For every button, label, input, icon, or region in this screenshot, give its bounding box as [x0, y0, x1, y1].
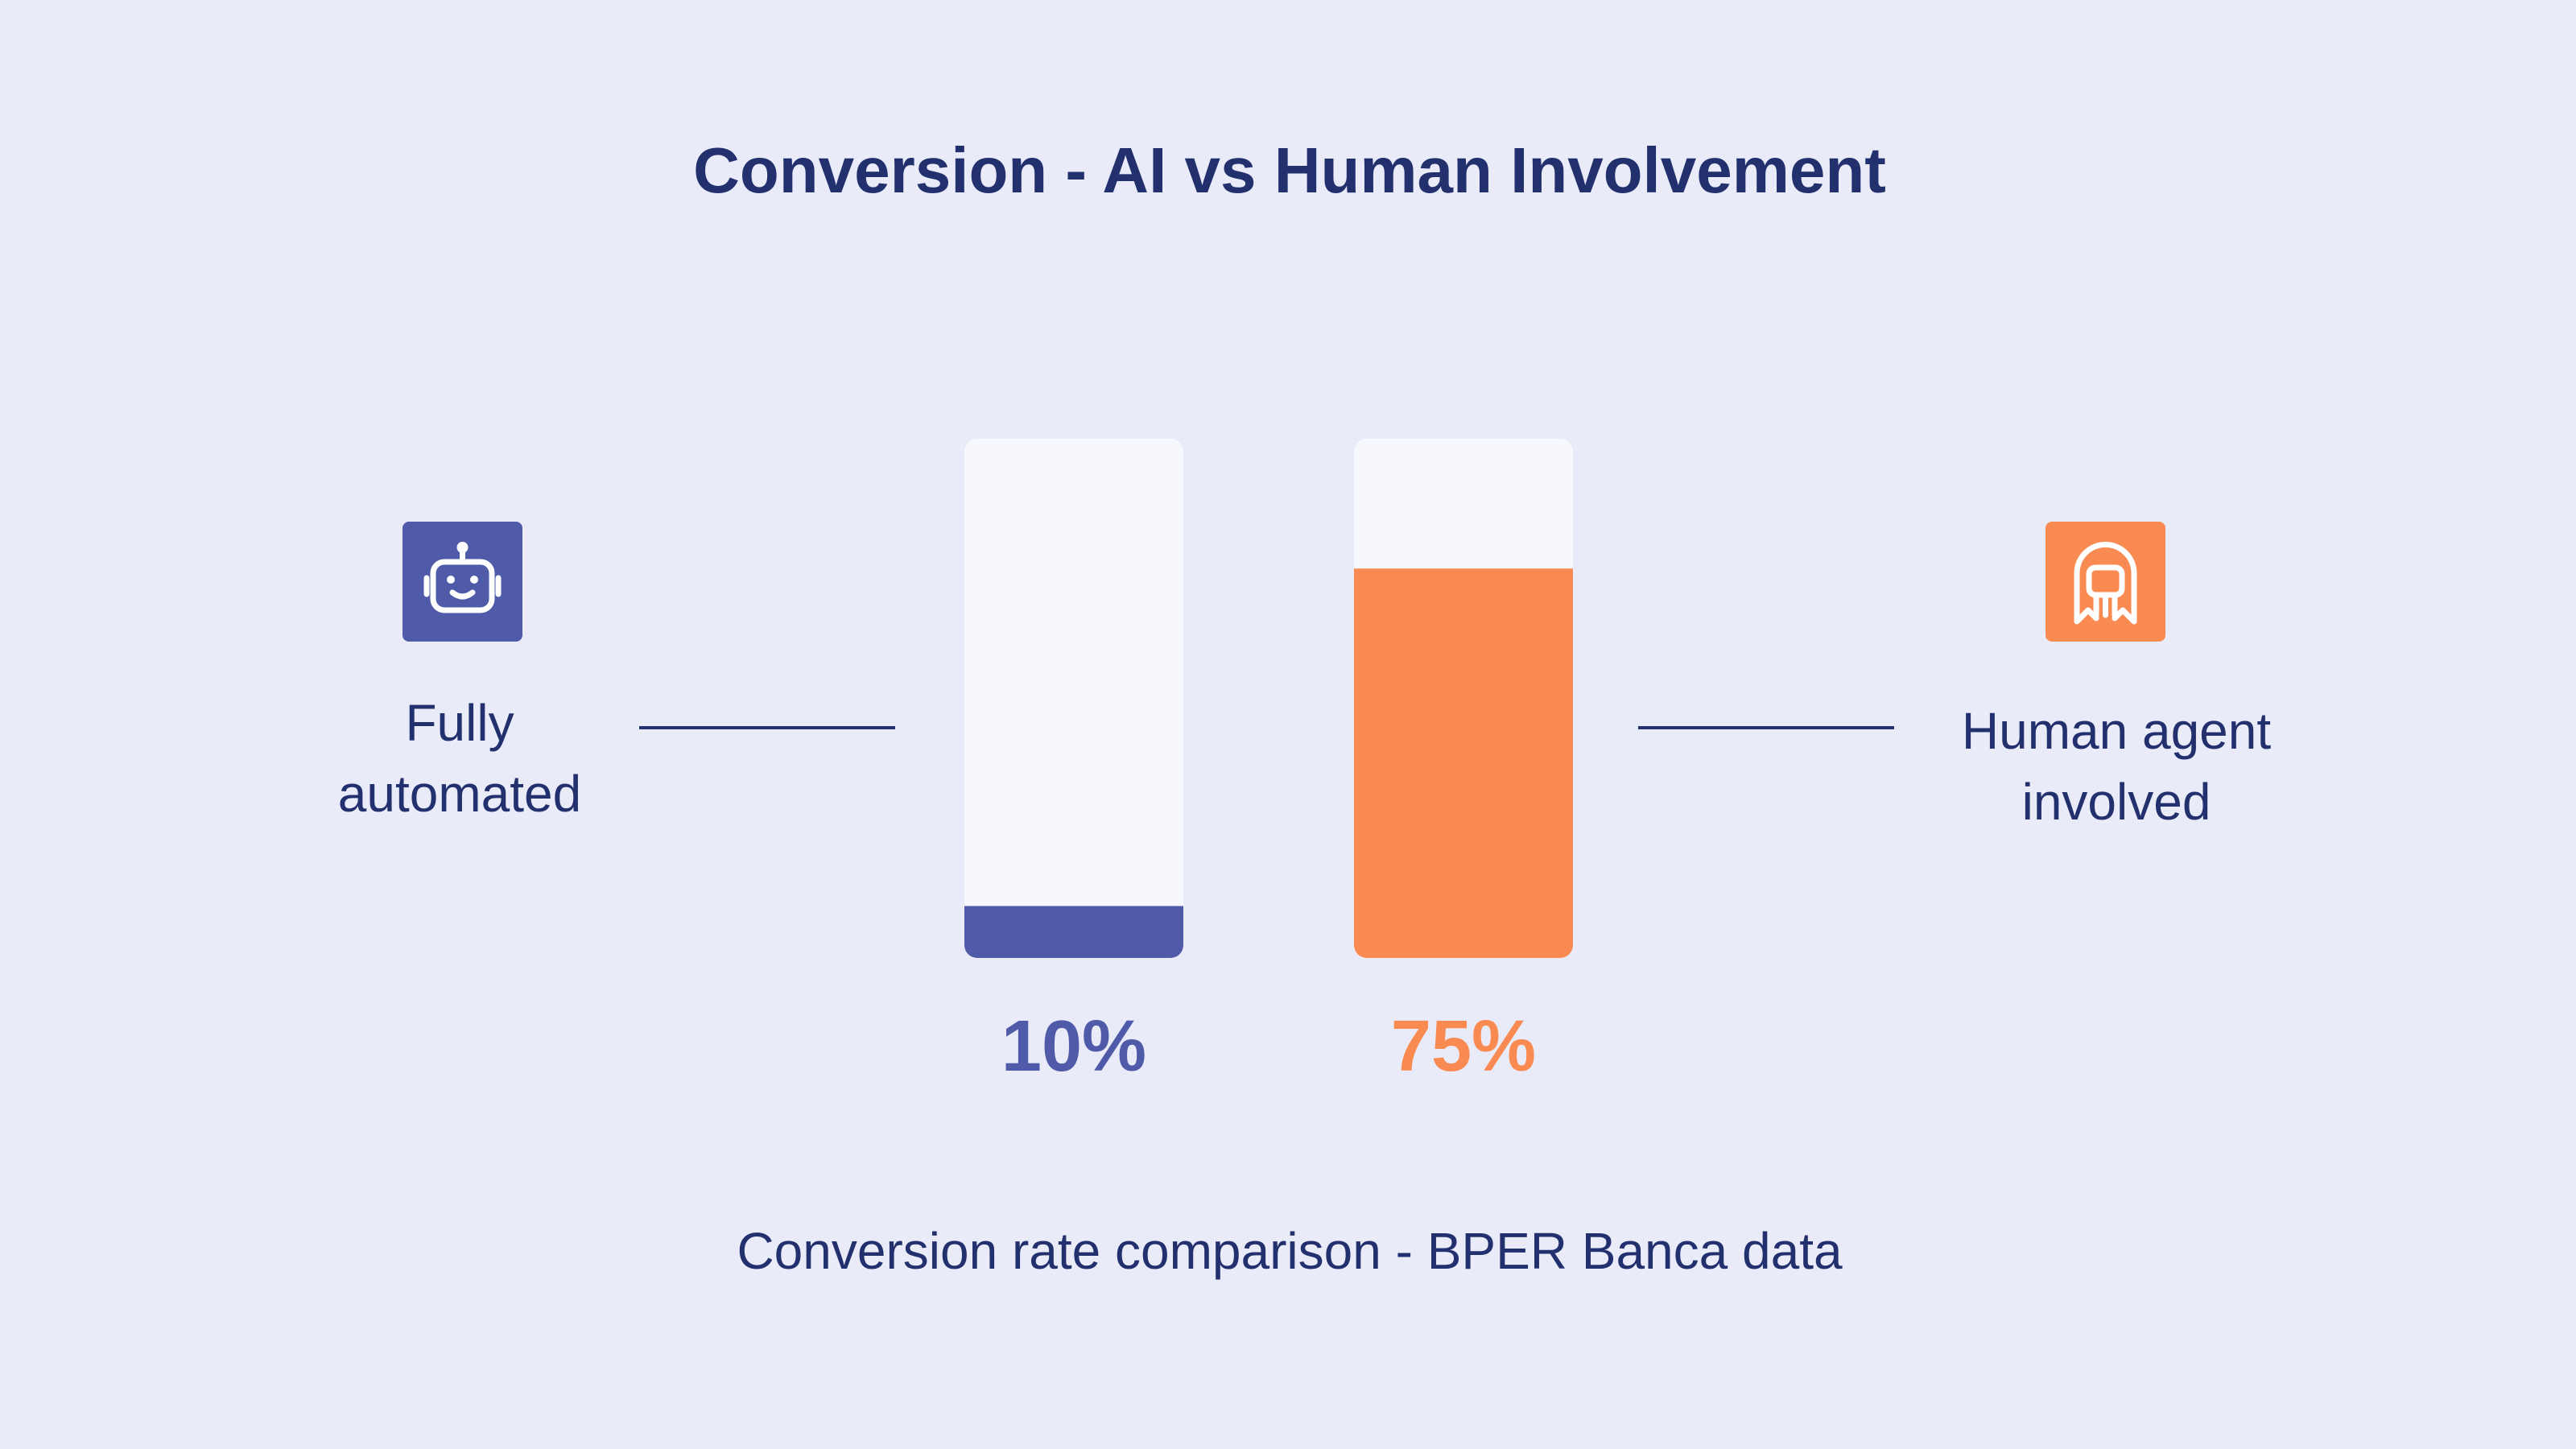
bar	[964, 906, 1183, 958]
value-label: 75%	[1391, 1006, 1536, 1087]
caption: Conversion rate comparison - BPER Banca …	[737, 1222, 1843, 1280]
value-label: 10%	[1001, 1006, 1146, 1087]
category-label: Fully automated	[337, 694, 582, 823]
bar	[1354, 568, 1573, 958]
category-label: Human agent involved	[1961, 702, 2272, 831]
bar-track	[964, 439, 1183, 958]
human-icon	[2046, 522, 2165, 642]
robot-icon	[402, 522, 522, 642]
chart-title: Conversion - AI vs Human Involvement	[693, 134, 1886, 206]
